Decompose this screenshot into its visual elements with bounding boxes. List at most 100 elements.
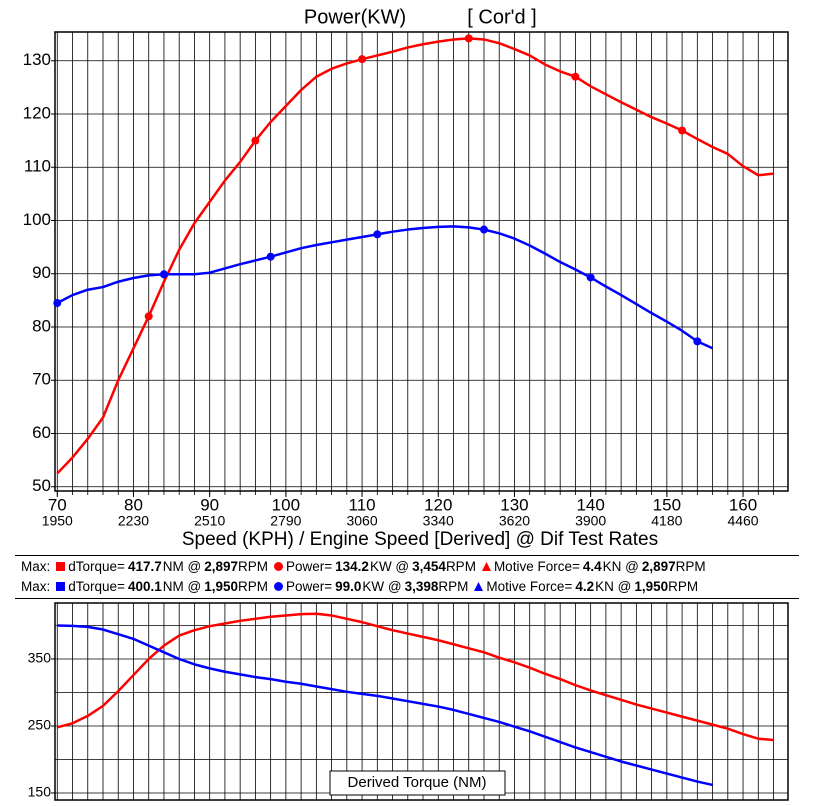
- y-tick-label: 350: [28, 650, 52, 666]
- legend-symbol: [474, 581, 484, 591]
- plot-area: [55, 603, 788, 800]
- chart-title: Derived Torque (NM): [348, 774, 487, 791]
- line: [56, 37, 774, 475]
- legend-prefix: Max:: [21, 578, 51, 594]
- x-tick-label: 90: [200, 495, 219, 514]
- legend-rpm-unit: RPM: [237, 558, 268, 574]
- legend-item: dTorque= 417.7 NM @2,897 RPM: [56, 559, 268, 574]
- x-tick-label: 130: [500, 495, 528, 514]
- x-tick-label-rpm: 2790: [270, 513, 301, 529]
- y-tick-label: 80: [32, 316, 51, 335]
- y-tick-label: 70: [32, 370, 51, 389]
- point: [159, 270, 168, 279]
- legend-symbol: [273, 581, 283, 591]
- legend-rpm: 3,454: [412, 558, 446, 574]
- legend-item: Motive Force= 4.2 KN @1,950 RPM: [474, 579, 698, 594]
- x-tick-label: 150: [653, 495, 681, 514]
- line: [56, 612, 774, 742]
- x-tick-label-rpm: 3060: [346, 513, 377, 529]
- y-tick-label: 50: [32, 476, 51, 495]
- legend-symbol: [56, 581, 66, 591]
- x-tick-label-rpm: 2510: [194, 513, 225, 529]
- plot-area: [55, 32, 788, 491]
- legend-shape: [481, 561, 491, 571]
- x-tick-label: 80: [124, 495, 143, 514]
- x-tick-label: 110: [349, 495, 376, 514]
- x-tick-label: 100: [272, 495, 300, 514]
- legend-value: 4.2: [575, 578, 595, 594]
- point: [586, 273, 595, 282]
- legend-label: Power=: [285, 578, 333, 594]
- point: [571, 72, 580, 81]
- legend-item: Motive Force= 4.4 KN @2,897 RPM: [481, 558, 706, 574]
- legend-shape: [273, 561, 283, 571]
- y-tick-label: 110: [24, 157, 51, 176]
- y-tick-label: 90: [32, 263, 51, 282]
- legend-unit: NM @: [162, 578, 202, 594]
- point: [464, 34, 473, 43]
- y-tick-label: 130: [23, 50, 51, 69]
- x-tick-label-rpm: 3340: [423, 513, 454, 529]
- legend-unit: KW @: [369, 558, 410, 574]
- plot-frame: [54, 602, 789, 801]
- x-tick-label-rpm: 3620: [499, 513, 530, 529]
- legend-rpm-unit: RPM: [668, 578, 699, 594]
- legend-rpm-unit: RPM: [438, 578, 469, 594]
- point: [678, 126, 687, 135]
- chart-title: Power(KW): [304, 6, 406, 28]
- legend-value: 4.4: [582, 558, 602, 574]
- legend-label: Motive Force=: [493, 558, 580, 574]
- title-box: [329, 770, 506, 796]
- legend-unit: KN @: [595, 578, 632, 594]
- x-tick-label: 160: [729, 495, 757, 514]
- legend-rpm-unit: RPM: [445, 558, 476, 574]
- y-tick-label: 150: [28, 784, 52, 800]
- legend-shape: [474, 581, 484, 591]
- y-tick-label: 100: [23, 210, 51, 229]
- x-axis-label: Speed (KPH) / Engine Speed [Derived] @ D…: [182, 529, 658, 550]
- point: [53, 299, 62, 308]
- legend-unit: NM @: [162, 558, 202, 574]
- legend-value: 400.1: [127, 578, 162, 594]
- legend: Max: dTorque= 417.7 NM @2,897 RPM Power= 134.2…: [15, 555, 799, 599]
- plot-frame: [54, 31, 789, 492]
- point: [358, 55, 367, 64]
- legend-symbol: [273, 561, 283, 571]
- chart-subtitle: [ Cor'd ]: [467, 6, 536, 28]
- legend-shape: [56, 581, 66, 591]
- legend-rpm-unit: RPM: [237, 578, 268, 594]
- legend-label: dTorque=: [68, 578, 125, 594]
- legend-value: 417.7: [127, 558, 162, 574]
- legend-rpm: 3,398: [404, 578, 439, 594]
- legend-value: 99.0: [335, 578, 362, 594]
- legend-rpm: 2,897: [204, 558, 238, 574]
- legend-label: Motive Force=: [486, 578, 573, 594]
- legend-rpm: 2,897: [641, 558, 676, 574]
- x-tick-label-rpm: 4460: [727, 513, 758, 529]
- legend-shape: [56, 561, 66, 571]
- point: [373, 230, 382, 239]
- y-tick-label: 250: [28, 717, 52, 733]
- x-tick-label-rpm: 1950: [42, 513, 73, 529]
- x-tick-label: 120: [424, 495, 452, 514]
- legend-prefix: Max:: [21, 558, 51, 574]
- legend-symbol: [481, 561, 491, 571]
- legend-rpm-unit: RPM: [675, 558, 706, 574]
- legend-item: Power= 99.0 KW @3,398 RPM: [273, 578, 469, 594]
- x-tick-label: 70: [48, 495, 67, 514]
- legend-item: Power= 134.2 KW @3,454 RPM: [273, 558, 476, 574]
- point: [693, 337, 702, 346]
- legend-row: Max: dTorque= 400.1 NM @1,950 RPM Power= 99.0 K…: [15, 576, 799, 596]
- point: [144, 312, 153, 321]
- x-tick-label-rpm: 4180: [651, 513, 682, 529]
- point: [266, 252, 275, 261]
- legend-label: dTorque=: [68, 558, 125, 574]
- legend-label: Power=: [285, 558, 333, 574]
- legend-value: 134.2: [335, 558, 369, 574]
- legend-unit: KN @: [602, 558, 639, 574]
- x-tick-label: 140: [576, 495, 604, 514]
- legend-item: dTorque= 400.1 NM @1,950 RPM: [56, 579, 268, 594]
- line: [57, 624, 713, 787]
- legend-shape: [273, 581, 283, 591]
